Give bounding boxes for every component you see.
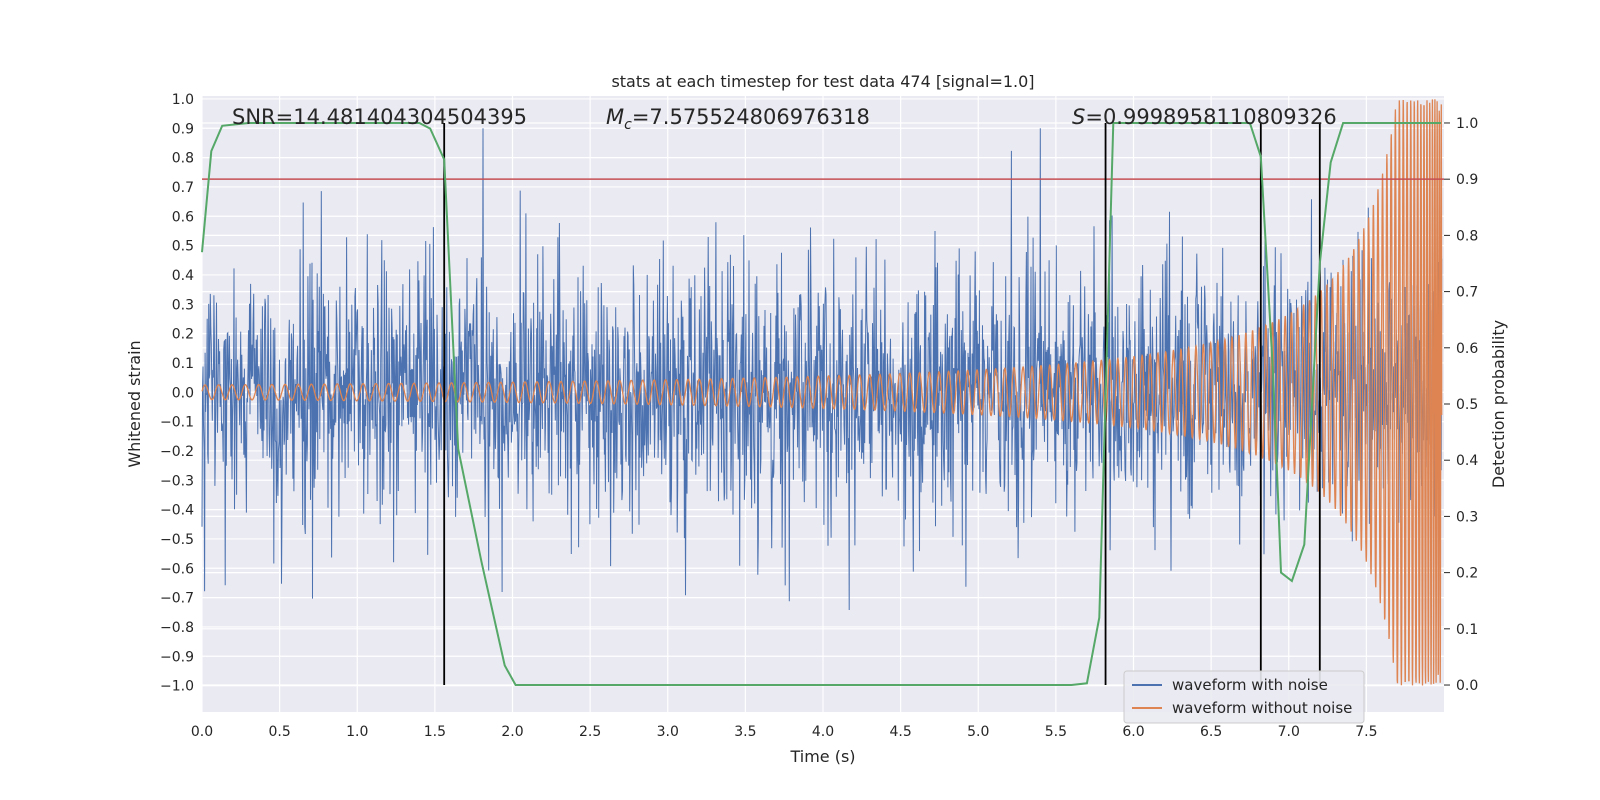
- y2-tick-label: 0.6: [1456, 341, 1478, 357]
- y2-tick-label: 1.0: [1456, 116, 1478, 132]
- y2-tick-label: 0.0: [1456, 678, 1478, 694]
- y-tick-label: 0.4: [172, 268, 194, 284]
- y2-tick-label: 0.2: [1456, 566, 1478, 582]
- chirp-mass-annotation: Mc=7.575524806976318: [606, 105, 870, 133]
- y2-tick-label: 0.3: [1456, 509, 1478, 525]
- y2-tick-label: 0.4: [1456, 453, 1478, 469]
- y-tick-label: −1.0: [160, 679, 194, 695]
- y-tick-label: −0.6: [160, 561, 194, 577]
- x-axis-label: Time (s): [789, 747, 855, 766]
- y-tick-label: 0.8: [172, 151, 194, 167]
- score-symbol: S: [1072, 105, 1085, 129]
- y-tick-label: −0.1: [160, 415, 194, 431]
- x-tick-label: 6.0: [1122, 724, 1144, 740]
- chart-title: stats at each timestep for test data 474…: [611, 72, 1034, 91]
- y-tick-label: 0.5: [172, 239, 194, 255]
- y-tick-label: 1.0: [172, 92, 194, 108]
- score-value: =0.9998958110809326: [1085, 105, 1336, 129]
- x-tick-label: 3.0: [657, 724, 679, 740]
- snr-annotation: SNR=14.481404304504395: [232, 105, 527, 129]
- chirp-mass-subscript: c: [624, 117, 632, 133]
- x-tick-label: 2.5: [579, 724, 601, 740]
- x-tick-label: 5.5: [1045, 724, 1067, 740]
- y-tick-label: −0.7: [160, 591, 194, 607]
- x-tick-label: 3.5: [734, 724, 756, 740]
- legend-label-noisy: waveform with noise: [1172, 676, 1328, 694]
- y-tick-label: −0.8: [160, 620, 194, 636]
- y-tick-label: 0.2: [172, 327, 194, 343]
- y2-tick-label: 0.5: [1456, 397, 1478, 413]
- x-tick-label: 0.0: [191, 724, 213, 740]
- x-tick-label: 1.0: [346, 724, 368, 740]
- noisy-waveform-layer: [201, 128, 1443, 611]
- y2-tick-label: 0.8: [1456, 228, 1478, 244]
- y-tick-label: 0.7: [172, 180, 194, 196]
- y2-tick-label: 0.9: [1456, 172, 1478, 188]
- y-tick-label: 0.1: [172, 356, 194, 372]
- y2-tick-label: 0.7: [1456, 285, 1478, 301]
- legend: waveform with noise waveform without noi…: [1123, 670, 1365, 724]
- x-tick-label: 4.5: [889, 724, 911, 740]
- x-tick-label: 4.0: [812, 724, 834, 740]
- legend-box: [1123, 670, 1365, 724]
- x-tick-label: 2.0: [501, 724, 523, 740]
- detection-probability-line: [201, 122, 1441, 686]
- probability-overlay: [201, 122, 1444, 686]
- x-tick-label: 7.5: [1355, 724, 1377, 740]
- y-tick-label: −0.4: [160, 503, 194, 519]
- y-tick-label: −0.5: [160, 532, 194, 548]
- y-tick-label: 0.3: [172, 297, 194, 313]
- clean-waveform-layer: [201, 99, 1443, 686]
- y-tick-label: −0.9: [160, 649, 194, 665]
- chirp-mass-value: =7.575524806976318: [632, 105, 870, 129]
- x-tick-label: 5.0: [967, 724, 989, 740]
- noisy-waveform-line: [201, 128, 1443, 611]
- tick-labels: 0.0 0.5 1.0 1.5 2.0 2.5 3.0 3.5 4.0 4.5 5.0 5.5 6.0 6…: [160, 92, 1478, 740]
- y-tick-label: −0.3: [160, 473, 194, 489]
- y-tick-label: 0.9: [172, 121, 194, 137]
- score-annotation: S=0.9998958110809326: [1072, 105, 1337, 129]
- y-tick-label: 0.6: [172, 209, 194, 225]
- y-axis-label: Whitened strain: [125, 340, 144, 467]
- legend-label-clean: waveform without noise: [1172, 699, 1352, 717]
- y2-tick-label: 0.1: [1456, 622, 1478, 638]
- x-tick-label: 1.5: [424, 724, 446, 740]
- y-tick-label: 0.0: [172, 385, 194, 401]
- y-tick-label: −0.2: [160, 444, 194, 460]
- x-tick-label: 0.5: [268, 724, 290, 740]
- x-tick-label: 6.5: [1200, 724, 1222, 740]
- clean-waveform-line: [201, 99, 1443, 686]
- x-tick-label: 7.0: [1278, 724, 1300, 740]
- chirp-mass-symbol: M: [606, 105, 624, 129]
- y2-axis-label: Detection probability: [1489, 320, 1508, 488]
